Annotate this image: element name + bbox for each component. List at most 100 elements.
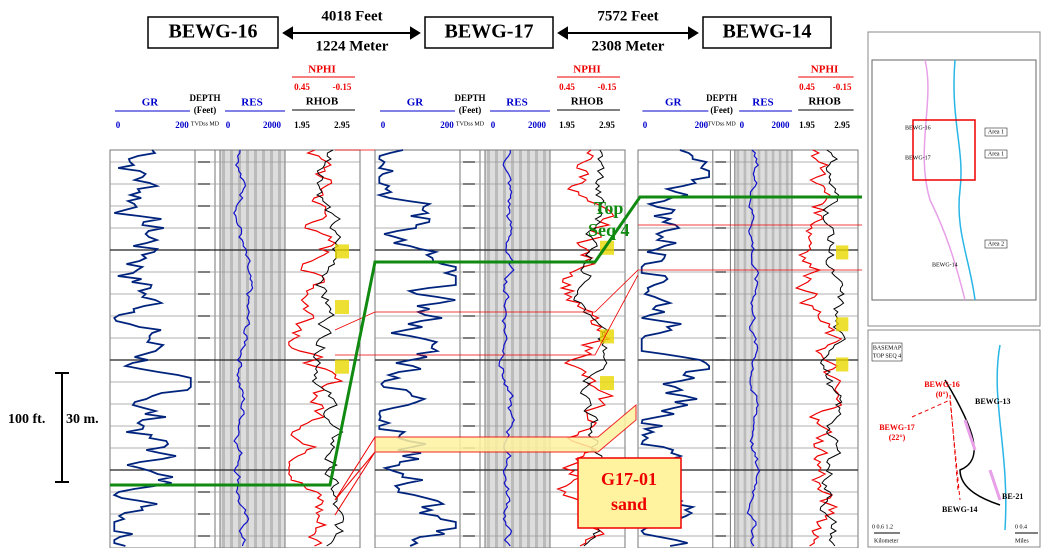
track-header: 0: [740, 120, 745, 130]
res-stripe: [262, 150, 265, 548]
rhob-curve: [311, 149, 345, 547]
map-well: BEWG-16: [905, 125, 931, 131]
track-header: 0: [643, 120, 648, 130]
track-header: DEPTH: [189, 93, 220, 103]
track-header: RES: [241, 97, 262, 109]
track-header: NPHI: [308, 64, 336, 76]
nphi-curve: [288, 149, 344, 547]
track-header: 2.95: [834, 120, 850, 130]
res-stripe: [778, 150, 782, 548]
track-header: RES: [752, 97, 773, 109]
track-header: RHOB: [571, 96, 604, 108]
track-header: TVDss MD: [708, 121, 737, 127]
res-stripe: [535, 150, 538, 548]
track-frame: [374, 149, 626, 548]
res-curve: [746, 149, 761, 547]
track-frame: [637, 149, 859, 548]
map-area-box: [984, 239, 1008, 249]
sand-fill: [335, 300, 349, 315]
res-stripe: [270, 150, 273, 548]
map-contour: [996, 344, 1007, 531]
track-header: -0.15: [333, 82, 352, 92]
res-stripe: [764, 150, 768, 548]
map-label: (22°): [889, 433, 906, 442]
track-header: 1.95: [294, 120, 310, 130]
sand-fill: [836, 317, 849, 332]
track-header: 0: [491, 120, 496, 130]
track-frame: [109, 149, 361, 548]
sand-box: [577, 457, 682, 529]
map-well: BEWG-17: [905, 155, 931, 161]
res-stripe: [238, 150, 241, 548]
res-track: [485, 150, 550, 548]
map-highlight: [912, 119, 976, 181]
res-stripe: [278, 150, 281, 548]
res-stripe: [503, 150, 506, 548]
map-area-box: [984, 149, 1008, 159]
scale-m: 30 m.: [66, 412, 99, 427]
track-header: 2.95: [599, 120, 615, 130]
res-stripe: [543, 150, 546, 548]
map-title: BASEMAP: [873, 345, 902, 351]
track-header: 200: [440, 120, 454, 130]
sand-fill: [836, 357, 849, 372]
nphi-curve: [794, 149, 843, 547]
res-stripe: [785, 150, 789, 548]
track-header: 1.95: [559, 120, 575, 130]
track-header: 0.45: [799, 82, 815, 92]
res-stripe: [246, 150, 249, 548]
track-header: RES: [506, 97, 527, 109]
map-scale-unit: Kilometer: [874, 538, 898, 544]
res-stripe: [771, 150, 775, 548]
map-label: BEWG-14: [942, 505, 978, 514]
track-header: 0: [226, 120, 231, 130]
sand-fill: [335, 359, 349, 374]
well-log: GR 0 200 DEPTH (Feet) TVDss MD RES 0 2000 NPHI 0.4…: [109, 64, 361, 548]
nphi-curve: [556, 149, 615, 547]
map-scale-ticks: 0 0.6 1.2: [872, 524, 893, 530]
track-header: 200: [175, 120, 189, 130]
track-header: -0.15: [833, 82, 852, 92]
res-curve: [233, 149, 254, 547]
map-area: Area 1: [988, 151, 1004, 157]
res-track: [734, 150, 792, 548]
sand-fill: [836, 245, 849, 260]
map-area-box: [984, 127, 1008, 137]
track-header: 2000: [263, 120, 282, 130]
gr-curve: [112, 149, 192, 547]
res-stripe: [750, 150, 754, 548]
track-header: -0.15: [598, 82, 617, 92]
res-stripe: [527, 150, 530, 548]
track-header: RHOB: [808, 96, 841, 108]
track-header: 2.95: [334, 120, 350, 130]
res-stripe: [519, 150, 522, 548]
res-stripe: [222, 150, 225, 548]
map-area: Area 1: [988, 129, 1004, 135]
track-header: TVDss MD: [191, 121, 220, 127]
well-box: [147, 16, 279, 49]
distance-meter: 2308 Meter: [592, 38, 665, 54]
map-well: BEWG-14: [932, 262, 958, 268]
scale-bar: [55, 372, 69, 483]
map-contour: [963, 419, 1002, 501]
map-title: TOP SEQ 4: [873, 353, 901, 359]
res-stripe: [743, 150, 747, 548]
map-section: [911, 394, 961, 501]
well-log: GR 0 200 DEPTH (Feet) TVDss MD RES 0 2000 NPHI 0.4…: [637, 64, 859, 548]
map-contour: [953, 59, 976, 301]
map-label: BEWG-13: [975, 397, 1011, 406]
well-box: [424, 16, 554, 49]
scale-ft: 100 ft.: [8, 412, 45, 427]
track-header: (Feet): [194, 105, 216, 115]
track-header: DEPTH: [454, 93, 485, 103]
sand-label: sand: [611, 494, 647, 514]
distance-meter: 1224 Meter: [316, 38, 389, 54]
top-seq-label: Seq 4: [588, 220, 630, 240]
map-scale-unit: Miles: [1015, 538, 1029, 544]
map-label: (0°): [936, 390, 949, 399]
map-label: BE-21: [1002, 492, 1023, 501]
top-seq-label: Top: [594, 198, 623, 218]
res-stripe: [757, 150, 761, 548]
sand-label: G17-01: [601, 469, 657, 489]
